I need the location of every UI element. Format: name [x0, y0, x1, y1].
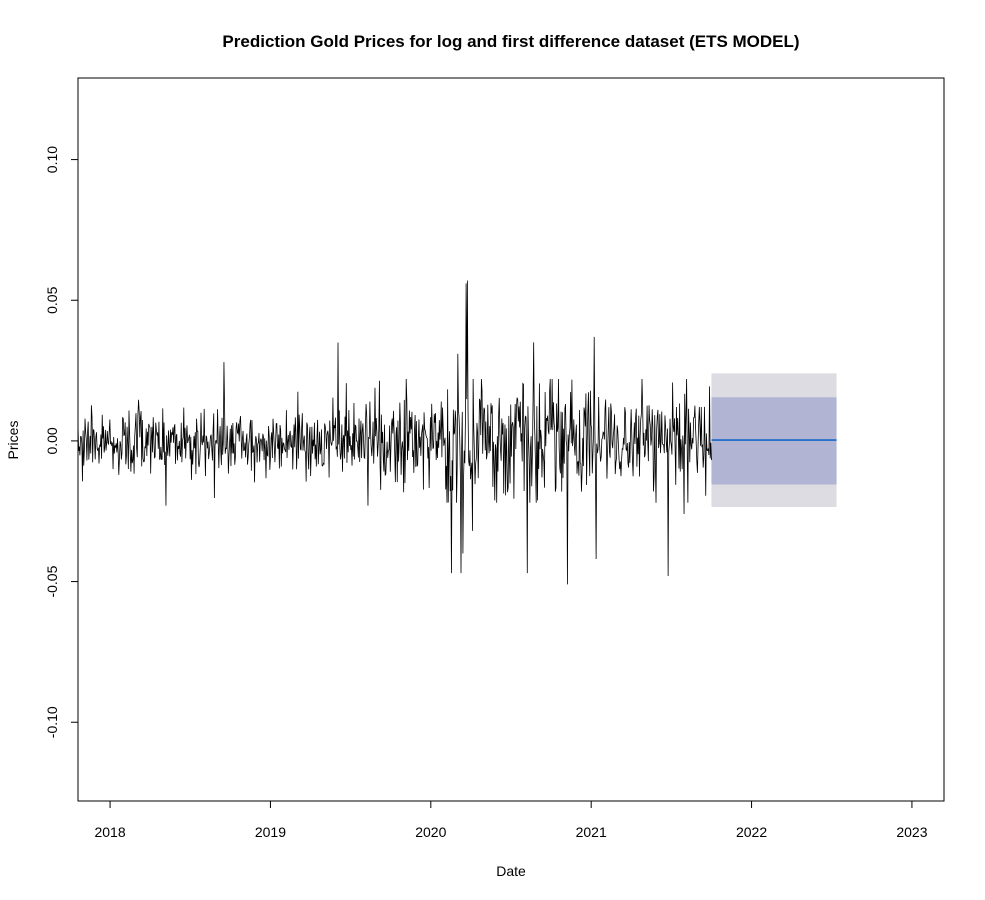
history-line	[77, 280, 712, 585]
y-tick-label: 0.05	[44, 286, 60, 313]
x-tick-label: 2021	[576, 824, 607, 840]
y-tick-label: 0.10	[44, 146, 60, 173]
x-tick-label: 2020	[415, 824, 446, 840]
y-axis-label: Prices	[5, 421, 21, 460]
y-axis: -0.10 -0.05 0.00 0.05 0.10	[44, 146, 78, 738]
y-tick-label: -0.10	[44, 706, 60, 738]
plot-frame	[77, 77, 945, 802]
x-tick-label: 2019	[255, 824, 286, 840]
x-axis: 2018 2019 2020 2021 2022 2023	[94, 801, 928, 840]
history-series	[77, 280, 712, 585]
x-axis-label: Date	[496, 863, 526, 879]
y-tick-label: -0.05	[44, 565, 60, 597]
y-tick-label: 0.00	[44, 427, 60, 454]
x-tick-label: 2023	[896, 824, 927, 840]
chart-title: Prediction Gold Prices for log and first…	[222, 32, 799, 51]
x-tick-label: 2018	[94, 824, 125, 840]
x-tick-label: 2022	[736, 824, 767, 840]
